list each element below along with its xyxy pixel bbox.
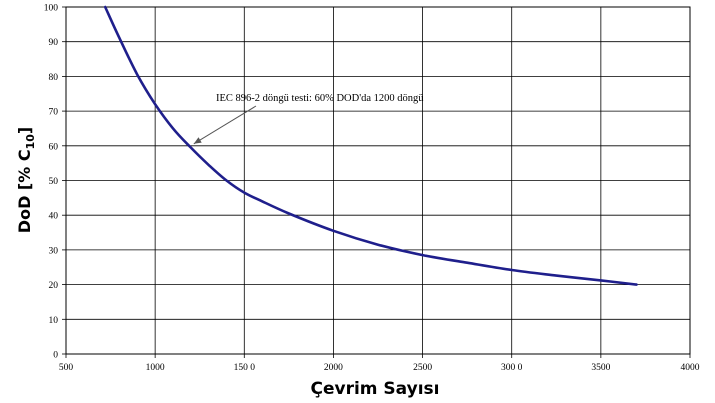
annotation-arrow-head — [193, 137, 202, 144]
y-tick-label: 100 — [44, 4, 59, 14]
series-line — [103, 5, 638, 286]
y-axis-label-main: DoD [% C — [15, 149, 34, 233]
y-tick-label: 60 — [49, 142, 59, 152]
y-axis-ticks: 0 10 20 30 40 50 60 70 80 90 100 — [44, 4, 59, 361]
x-tick-label: 2000 — [324, 363, 343, 373]
x-axis-label: Çevrim Sayısı — [311, 379, 440, 399]
x-tick-label: 3500 — [591, 363, 610, 373]
x-axis-ticks: 500 1000 150 0 2000 2500 300 0 3500 4000 — [59, 363, 700, 373]
x-tick-label: 300 0 — [501, 363, 523, 373]
y-tick-label: 50 — [49, 177, 59, 187]
y-axis-label-close: ] — [15, 127, 34, 134]
y-tick-label: 40 — [49, 212, 59, 222]
y-tick-label: 70 — [49, 108, 59, 118]
x-tick-label: 150 0 — [234, 363, 256, 373]
x-tick-label: 4000 — [681, 363, 700, 373]
x-tick-label: 500 — [59, 363, 74, 373]
y-tick-label: 80 — [49, 73, 59, 83]
annotation-text: IEC 896-2 döngü testi: 60% DOD'da 1200 d… — [216, 93, 424, 104]
y-tick-label: 90 — [49, 38, 59, 48]
y-tick-label: 10 — [49, 316, 59, 326]
annotation-group: IEC 896-2 döngü testi: 60% DOD'da 1200 d… — [193, 93, 424, 145]
y-axis-label: DoD [% C10] — [15, 127, 37, 233]
y-tick-label: 0 — [53, 351, 58, 361]
grid — [62, 6, 691, 358]
x-tick-label: 2500 — [413, 363, 432, 373]
series-group — [103, 5, 638, 286]
y-tick-label: 30 — [49, 246, 59, 256]
x-tick-label: 1000 — [146, 363, 165, 373]
y-axis-label-subscript: 10 — [24, 134, 37, 150]
annotation-arrow-line — [193, 105, 257, 145]
y-tick-label: 20 — [49, 281, 59, 291]
